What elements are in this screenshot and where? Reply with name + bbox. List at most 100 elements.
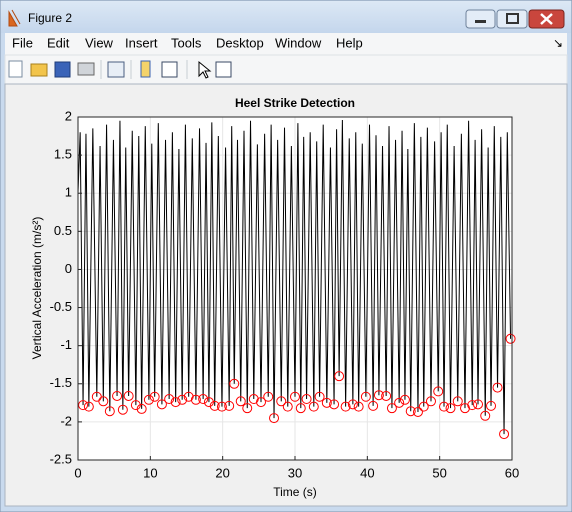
- window-title: Figure 2: [28, 11, 72, 25]
- y-tick-label: 1: [65, 185, 72, 200]
- minimize-icon: [475, 20, 486, 23]
- y-tick-label: -2: [60, 413, 72, 428]
- heel-strike-marker: [248, 394, 259, 405]
- close-icon: [540, 13, 553, 25]
- y-tick-label: -1: [60, 337, 72, 352]
- heel-strike-marker: [433, 386, 444, 397]
- colorbar-icon[interactable]: [140, 60, 151, 78]
- heel-strike-marker: [170, 397, 181, 408]
- x-tick-label: 50: [432, 465, 446, 480]
- heel-strike-marker: [276, 396, 287, 407]
- x-tick-label: 30: [288, 465, 302, 480]
- menu-item[interactable]: Tools: [171, 35, 202, 50]
- menu-item[interactable]: Insert: [125, 35, 158, 50]
- app-icon: [8, 9, 21, 27]
- toolbar-icons: [8, 60, 232, 79]
- heel-strike-marker: [486, 400, 497, 411]
- heel-strike-marker: [235, 396, 246, 407]
- heel-strike-marker: [505, 333, 516, 344]
- heel-strike-marker: [190, 394, 201, 405]
- heel-strike-marker: [149, 391, 160, 402]
- heel-strike-marker: [130, 400, 141, 411]
- heel-strike-marker: [314, 391, 325, 402]
- heel-strike-marker: [347, 399, 358, 410]
- heel-strike-marker: [445, 403, 456, 414]
- x-axis-label: Time (s): [273, 485, 317, 499]
- heel-strike-marker: [136, 403, 147, 414]
- heel-strike-marker: [78, 400, 89, 411]
- legend-icon[interactable]: [161, 61, 178, 78]
- heel-strike-marker: [499, 429, 510, 440]
- menu-item[interactable]: Desktop: [216, 35, 264, 50]
- y-tick-label: 2: [65, 108, 72, 123]
- heel-strike-marker: [198, 394, 209, 405]
- heel-strike-marker: [123, 390, 134, 401]
- y-tick-label: -0.5: [50, 299, 72, 314]
- heel-strike-marker: [229, 378, 240, 389]
- plot-tools-icon[interactable]: [215, 61, 232, 78]
- heel-strike-marker: [282, 401, 293, 412]
- heel-strike-marker: [83, 401, 94, 412]
- heel-strike-marker: [386, 403, 397, 414]
- heel-strike-marker: [295, 403, 306, 414]
- y-tick-label: -1.5: [50, 375, 72, 390]
- save-icon[interactable]: [54, 61, 71, 78]
- heel-strike-marker: [98, 396, 109, 407]
- heel-strike-marker: [177, 394, 188, 405]
- link-icon[interactable]: [107, 61, 125, 78]
- menu-dock-arrow[interactable]: ↘: [553, 36, 563, 50]
- heel-strike-marker: [156, 399, 167, 410]
- heel-strike-marker: [203, 397, 214, 408]
- heel-strike-marker: [360, 391, 371, 402]
- x-tick-label: 60: [505, 465, 519, 480]
- heel-strike-marker: [112, 390, 123, 401]
- minimize-button[interactable]: [465, 9, 496, 29]
- heel-strike-marker: [269, 413, 280, 424]
- open-icon[interactable]: [30, 63, 48, 77]
- menu-item[interactable]: Window: [275, 35, 322, 50]
- heel-strike-marker: [329, 399, 340, 410]
- new-icon[interactable]: [8, 60, 23, 78]
- menu-item[interactable]: View: [85, 35, 114, 50]
- x-tick-label: 0: [74, 465, 81, 480]
- heel-strike-marker: [492, 382, 503, 393]
- heel-strike-marker: [412, 406, 423, 417]
- heel-strike-marker: [394, 397, 405, 408]
- heel-strike-marker: [452, 396, 463, 407]
- plot-area: [77, 116, 516, 461]
- y-tick-label: -2.5: [50, 451, 72, 466]
- heel-strike-marker: [473, 399, 484, 410]
- menu-bar: [5, 33, 567, 55]
- pointer-icon[interactable]: [198, 60, 212, 79]
- heel-strike-marker: [117, 404, 128, 415]
- x-tick-label: 40: [360, 465, 374, 480]
- y-tick-label: 0: [65, 261, 72, 276]
- menu-item[interactable]: Edit: [47, 35, 70, 50]
- heel-strike-marker: [256, 397, 267, 408]
- heel-strike-marker: [301, 394, 312, 405]
- menu-item[interactable]: File: [12, 35, 33, 50]
- heel-strike-marker: [381, 390, 392, 401]
- heel-strike-marker: [104, 406, 115, 417]
- heel-strike-marker: [373, 390, 384, 401]
- y-tick-label: 0.5: [54, 223, 72, 238]
- heel-strike-marker: [334, 371, 345, 382]
- heel-strike-marker: [340, 401, 351, 412]
- heel-strike-marker: [242, 403, 253, 414]
- chart-title: Heel Strike Detection: [235, 96, 355, 110]
- toolbar: [4, 54, 568, 85]
- maximize-button[interactable]: [496, 9, 528, 29]
- print-icon[interactable]: [77, 62, 95, 76]
- heel-strike-marker: [290, 391, 300, 402]
- heel-strike-marker: [439, 401, 450, 412]
- heel-strike-marker: [405, 406, 416, 417]
- heel-strike-marker: [353, 401, 364, 412]
- heel-strike-marker: [224, 400, 235, 411]
- heel-strike-marker: [216, 401, 227, 412]
- heel-strike-marker: [418, 401, 429, 412]
- heel-strike-marker: [399, 394, 410, 405]
- heel-strike-marker: [321, 397, 332, 408]
- menu-item[interactable]: Help: [336, 35, 363, 50]
